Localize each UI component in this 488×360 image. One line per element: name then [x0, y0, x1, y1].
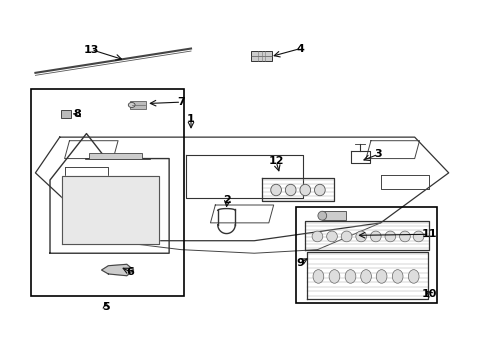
Text: 4: 4 — [296, 44, 304, 54]
Text: 2: 2 — [223, 195, 231, 204]
Text: 7: 7 — [177, 97, 185, 107]
Text: 13: 13 — [83, 45, 99, 55]
Text: 9: 9 — [295, 258, 303, 268]
Ellipse shape — [370, 231, 380, 242]
Ellipse shape — [399, 231, 409, 242]
Ellipse shape — [299, 184, 310, 196]
Ellipse shape — [270, 184, 281, 196]
Bar — [322, 211, 345, 220]
Text: 3: 3 — [374, 149, 381, 159]
Ellipse shape — [326, 231, 337, 242]
Text: 6: 6 — [126, 267, 134, 277]
Ellipse shape — [384, 231, 395, 242]
Ellipse shape — [312, 270, 323, 283]
Ellipse shape — [328, 270, 339, 283]
Bar — [250, 51, 272, 61]
Ellipse shape — [341, 231, 351, 242]
Bar — [30, 89, 183, 296]
Ellipse shape — [128, 103, 135, 108]
Text: 1: 1 — [187, 113, 195, 123]
Bar — [61, 111, 71, 118]
Polygon shape — [102, 264, 133, 276]
Ellipse shape — [311, 231, 322, 242]
Ellipse shape — [391, 270, 402, 283]
Ellipse shape — [285, 184, 295, 196]
Ellipse shape — [407, 270, 418, 283]
Bar — [295, 207, 436, 303]
Ellipse shape — [345, 270, 355, 283]
Ellipse shape — [317, 211, 326, 220]
Text: 5: 5 — [102, 302, 109, 312]
Bar — [130, 102, 145, 109]
Bar — [89, 153, 142, 159]
Text: 12: 12 — [268, 157, 283, 166]
Ellipse shape — [314, 184, 325, 196]
Text: 8: 8 — [73, 109, 81, 119]
Polygon shape — [62, 176, 159, 244]
Ellipse shape — [375, 270, 386, 283]
Ellipse shape — [355, 231, 366, 242]
Text: 10: 10 — [421, 289, 436, 298]
Ellipse shape — [360, 270, 371, 283]
Ellipse shape — [412, 231, 423, 242]
Text: 11: 11 — [421, 229, 436, 239]
